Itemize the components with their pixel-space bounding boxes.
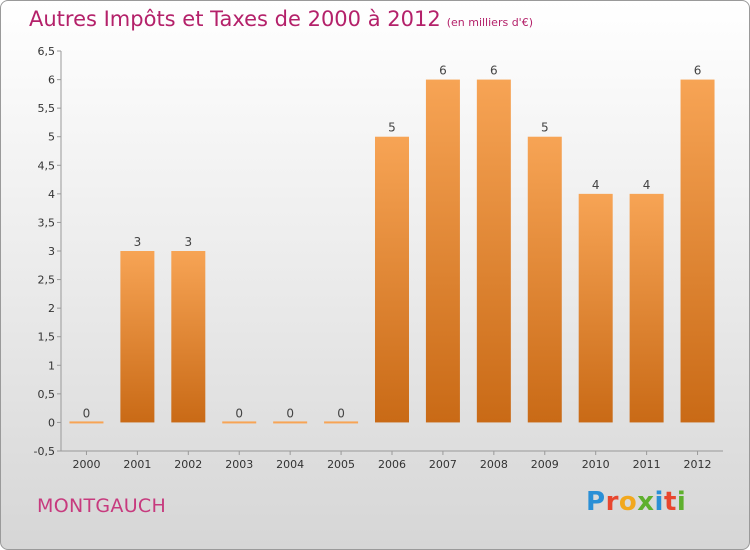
x-tick-label: 2010: [582, 458, 610, 471]
y-tick-label: 0: [48, 416, 55, 429]
bar: [324, 421, 359, 424]
data-label: 5: [388, 121, 396, 135]
y-tick-label: 3: [48, 245, 55, 258]
bar: [476, 79, 511, 423]
chart-title-text: Autres Impôts et Taxes de 2000 à 2012: [29, 7, 441, 31]
y-tick-label: 5,5: [38, 102, 56, 115]
logo-letter: i: [676, 487, 687, 517]
data-label: 6: [490, 64, 498, 78]
data-label: 0: [286, 406, 294, 420]
bar: [527, 136, 562, 423]
y-tick-label: 5: [48, 131, 55, 144]
logo-letter: i: [654, 487, 664, 517]
x-tick-label: 2009: [531, 458, 559, 471]
y-tick-label: 1: [48, 359, 55, 372]
data-label: 3: [184, 235, 192, 249]
bar: [578, 193, 613, 423]
x-tick-label: 2001: [123, 458, 151, 471]
y-tick-label: 4,5: [38, 159, 56, 172]
proxiti-logo: Proxiti: [586, 487, 686, 517]
city-name: MONTGAUCH: [37, 495, 167, 517]
bar: [69, 421, 104, 424]
bar: [171, 251, 206, 423]
chart-title: Autres Impôts et Taxes de 2000 à 2012 (en…: [29, 7, 533, 31]
x-tick-label: 2011: [633, 458, 661, 471]
x-tick-label: 2005: [327, 458, 355, 471]
data-label: 5: [541, 121, 549, 135]
bar: [222, 421, 257, 424]
logo-letter: P: [586, 487, 606, 517]
data-label: 6: [439, 64, 447, 78]
y-tick-label: 6: [48, 74, 55, 87]
x-tick-label: 2002: [174, 458, 202, 471]
y-tick-label: 1,5: [38, 331, 56, 344]
data-label: 6: [694, 64, 702, 78]
y-tick-label: 3,5: [38, 216, 56, 229]
bar: [120, 251, 155, 423]
logo-letter: o: [618, 487, 638, 517]
y-tick-label: 0,5: [38, 388, 56, 401]
x-tick-label: 2012: [684, 458, 712, 471]
logo-letter: r: [605, 487, 619, 517]
x-tick-label: 2007: [429, 458, 457, 471]
logo-letter: x: [637, 487, 655, 517]
y-tick-label: 2,5: [38, 274, 56, 287]
x-tick-label: 2006: [378, 458, 406, 471]
bar: [273, 421, 308, 424]
y-tick-label: 2: [48, 302, 55, 315]
data-label: 0: [337, 406, 345, 420]
bar: [375, 136, 409, 423]
y-tick-label: 6,5: [38, 45, 56, 58]
data-label: 0: [235, 406, 243, 420]
bar: [629, 193, 664, 423]
x-tick-label: 2008: [480, 458, 508, 471]
y-tick-label: 4: [48, 188, 55, 201]
bar: [425, 79, 460, 423]
y-tick-label: -0,5: [34, 445, 55, 458]
data-label: 3: [134, 235, 142, 249]
chart-unit: (en milliers d'€): [446, 16, 533, 29]
data-label: 4: [643, 178, 651, 192]
x-tick-label: 2000: [72, 458, 100, 471]
data-label: 0: [83, 406, 91, 420]
bar: [680, 79, 715, 423]
x-tick-label: 2003: [225, 458, 253, 471]
logo-letter: t: [663, 487, 677, 517]
x-tick-label: 2004: [276, 458, 304, 471]
data-label: 4: [592, 178, 600, 192]
